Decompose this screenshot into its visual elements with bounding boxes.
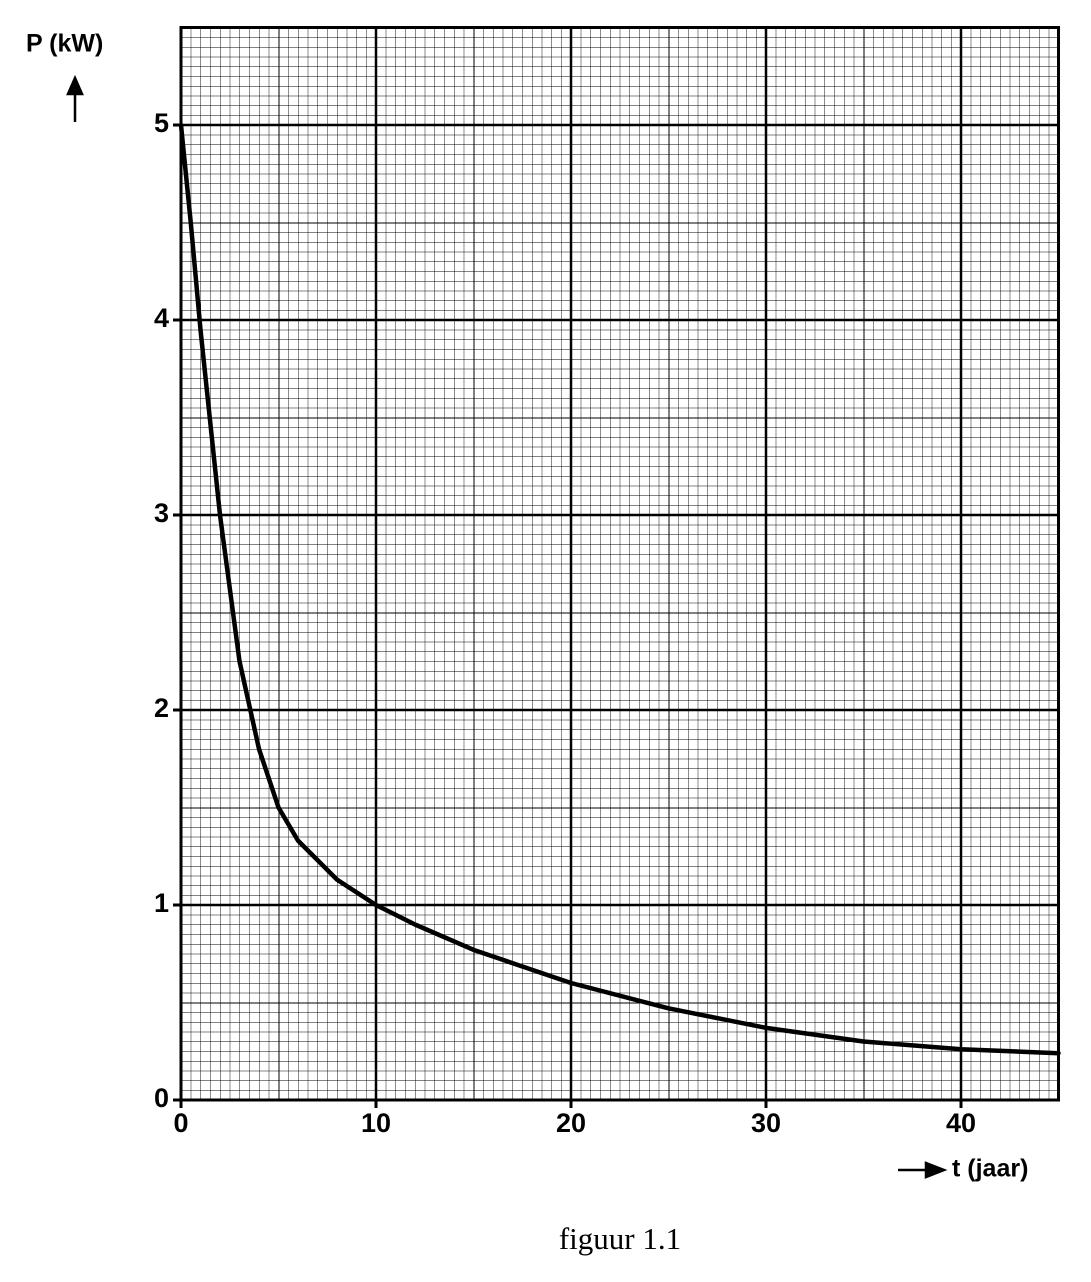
x-tick-label: 40	[946, 1108, 976, 1138]
y-tick-label: 3	[154, 498, 169, 528]
caption: figuur 1.1	[559, 1221, 681, 1256]
plot-frame	[179, 26, 1060, 1102]
x-tick-label: 20	[556, 1108, 586, 1138]
plot-area: 0 1 2 3 4 5 0 10 20 30 40	[154, 26, 1061, 1138]
y-tick-label: 5	[154, 108, 169, 138]
medium-grid	[181, 27, 1059, 1100]
y-tick-label: 0	[154, 1083, 169, 1113]
x-tick-label: 10	[361, 1108, 391, 1138]
y-arrow	[66, 74, 84, 122]
y-tick-label: 1	[154, 888, 169, 918]
x-tick-label: 0	[173, 1108, 188, 1138]
x-tick-label: 30	[751, 1108, 781, 1138]
x-arrow	[898, 1161, 948, 1179]
data-line	[178, 122, 1061, 1056]
x-axis-label: t (jaar)	[952, 1155, 1028, 1183]
y-tick-label: 4	[154, 303, 169, 333]
y-tick-label: 2	[154, 693, 169, 723]
y-axis-label: P (kW)	[26, 30, 103, 58]
